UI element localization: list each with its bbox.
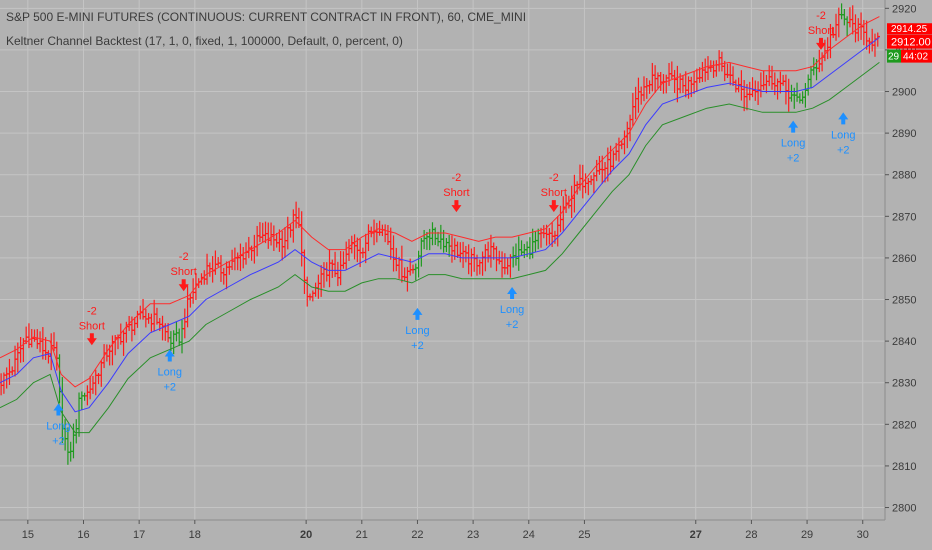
current-price-badge (887, 34, 932, 49)
keltner-upper-line (0, 16, 880, 388)
price-tick-label: 2900 (892, 87, 916, 99)
symbol-title: S&P 500 E-MINI FUTURES (CONTINUOUS: CURR… (6, 10, 527, 24)
countdown-badge (901, 49, 932, 63)
trade-signals: Long +2 Short -2 Long +2 Short -2 Long +2 Short -2 L… (46, 10, 855, 448)
short-label: Short (79, 320, 105, 332)
long-signal: Long +2 (831, 112, 855, 156)
keltner-middle-line (0, 36, 880, 413)
time-tick-label: 16 (77, 529, 89, 541)
keltner-lower-line (0, 61, 880, 434)
time-tick-label: 20 (300, 529, 312, 541)
long-qty: +2 (506, 319, 519, 331)
time-axis-background (0, 520, 932, 550)
long-arrow-icon (53, 403, 64, 416)
time-tick-label: 27 (690, 529, 702, 541)
short-label: Short (541, 187, 567, 199)
short-arrow-icon (548, 200, 559, 213)
upper-price-badge (887, 23, 932, 35)
current-price-text: 2912.00 (891, 37, 931, 49)
price-axis: 2800 2810 2820 2830 2840 2850 2860 2870 2880 2890… (884, 0, 932, 550)
short-arrow-icon (178, 279, 189, 292)
short-arrow-icon (815, 37, 826, 50)
long-arrow-icon (838, 112, 849, 125)
time-tick-label: 30 (857, 529, 869, 541)
long-qty: +2 (52, 436, 65, 448)
time-tick-label: 29 (801, 529, 813, 541)
time-tick-label: 28 (745, 529, 757, 541)
price-tick-label: 2800 (892, 503, 916, 515)
long-label: Long (405, 325, 429, 337)
grid (0, 0, 885, 520)
green-price-badge (887, 49, 901, 63)
long-qty: +2 (837, 144, 850, 156)
upper-price-text: 2914.25 (891, 24, 928, 35)
price-tick-label: 2870 (892, 211, 916, 223)
short-label: Short (808, 25, 834, 37)
green-badge-text: 29 (888, 52, 900, 63)
price-tick-label: 2890 (892, 128, 916, 140)
short-qty: -2 (549, 172, 559, 184)
time-tick-label: 22 (411, 529, 423, 541)
short-signal: Short -2 (808, 10, 834, 50)
time-tick-label: 15 (22, 529, 34, 541)
countdown-text: 44:02 (903, 52, 928, 63)
short-qty: -2 (452, 172, 462, 184)
long-signal: Long +2 (158, 349, 182, 393)
short-arrow-icon (451, 200, 462, 213)
long-arrow-icon (412, 307, 423, 320)
short-qty: -2 (87, 305, 97, 317)
time-tick-label: 17 (133, 529, 145, 541)
price-axis-background (885, 0, 932, 550)
time-tick-label: 21 (356, 529, 368, 541)
study-title[interactable]: Keltner Channel Backtest (17, 1, 0, fixe… (6, 34, 403, 48)
time-tick-label: 18 (189, 529, 201, 541)
long-signal: Long +2 (500, 287, 524, 331)
time-tick-label: 25 (578, 529, 590, 541)
time-axis: 15 16 17 18 20 21 22 23 24 25 27 28 29 30 (0, 519, 932, 550)
long-label: Long (46, 421, 70, 433)
short-qty: -2 (179, 251, 189, 263)
time-tick-label: 24 (523, 529, 535, 541)
long-label: Long (158, 366, 182, 378)
price-tick-label: 2830 (892, 378, 916, 390)
short-qty: -2 (816, 10, 826, 22)
long-signal: Long +2 (405, 307, 430, 352)
long-arrow-icon (788, 120, 799, 133)
price-tick-label: 2820 (892, 419, 916, 431)
price-tick-label: 2810 (892, 461, 916, 473)
price-tick-label: 2880 (892, 170, 916, 182)
price-tick-label: 2840 (892, 336, 916, 348)
price-tick-label: 2920 (892, 3, 916, 15)
price-tick-label: 2850 (892, 295, 916, 307)
long-label: Long (500, 304, 524, 316)
long-qty: +2 (787, 153, 800, 165)
time-tick-label: 23 (467, 529, 479, 541)
short-signal: Short -2 (171, 251, 197, 292)
long-qty: +2 (163, 381, 176, 393)
short-label: Short (443, 187, 469, 199)
price-tick-label: 2860 (892, 253, 916, 265)
long-arrow-icon (507, 287, 518, 300)
long-qty: +2 (411, 340, 424, 352)
long-signal: Long +2 (781, 120, 805, 165)
short-label: Short (171, 266, 197, 278)
long-label: Long (781, 138, 805, 150)
short-signal: Short -2 (79, 305, 105, 346)
short-arrow-icon (86, 333, 97, 346)
long-signal: Long +2 (46, 403, 71, 448)
short-signal: Short -2 (443, 172, 470, 213)
long-arrow-icon (164, 349, 175, 362)
long-label: Long (831, 129, 855, 141)
short-signal: Short -2 (541, 172, 567, 213)
